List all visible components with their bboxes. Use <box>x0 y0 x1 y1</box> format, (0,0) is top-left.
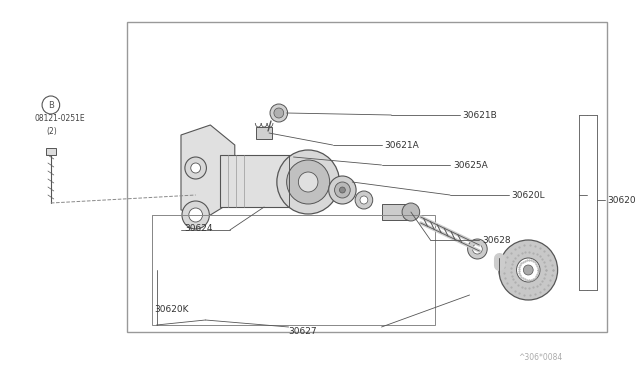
Text: 30620: 30620 <box>607 196 636 205</box>
Circle shape <box>277 150 339 214</box>
Circle shape <box>185 157 207 179</box>
Bar <box>256 127 272 139</box>
Circle shape <box>329 176 356 204</box>
Text: 30628: 30628 <box>483 235 511 244</box>
Circle shape <box>189 208 202 222</box>
Circle shape <box>524 265 533 275</box>
Circle shape <box>182 201 209 229</box>
Circle shape <box>402 203 420 221</box>
Text: 30624: 30624 <box>184 224 212 232</box>
Text: 30620K: 30620K <box>155 305 189 314</box>
Bar <box>127 22 607 332</box>
Text: 30621A: 30621A <box>385 141 419 150</box>
Bar <box>381 204 411 220</box>
Text: 30620L: 30620L <box>511 190 545 199</box>
Circle shape <box>472 244 483 254</box>
Bar <box>46 148 56 155</box>
Text: 30625A: 30625A <box>453 160 488 170</box>
Circle shape <box>335 182 350 198</box>
Text: (2): (2) <box>46 126 57 135</box>
Circle shape <box>270 104 287 122</box>
Text: 30621B: 30621B <box>463 110 497 119</box>
Text: 30627: 30627 <box>289 327 317 337</box>
Circle shape <box>355 191 372 209</box>
Circle shape <box>287 160 330 204</box>
Circle shape <box>298 172 318 192</box>
Text: 08121-0251E: 08121-0251E <box>34 113 85 122</box>
Text: ^306*0084: ^306*0084 <box>518 353 563 362</box>
Circle shape <box>360 196 368 204</box>
Circle shape <box>339 187 346 193</box>
Bar <box>152 215 435 325</box>
Circle shape <box>191 163 200 173</box>
Circle shape <box>274 108 284 118</box>
Text: B: B <box>48 100 54 109</box>
Circle shape <box>468 239 487 259</box>
Circle shape <box>499 240 557 300</box>
Circle shape <box>516 258 540 282</box>
Bar <box>220 155 303 207</box>
Polygon shape <box>181 125 235 215</box>
